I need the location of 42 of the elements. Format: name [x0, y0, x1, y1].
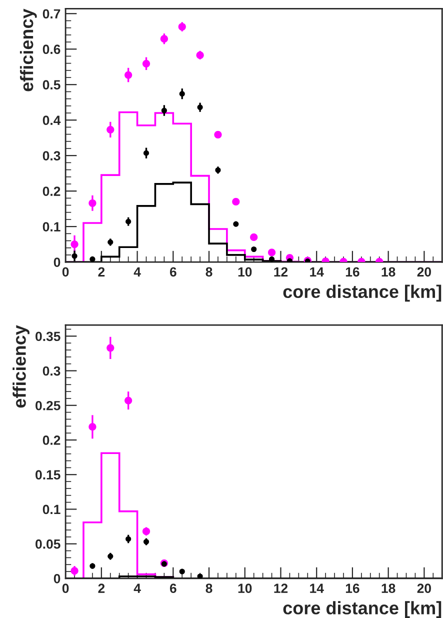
y-tick-label: 0.25 — [36, 400, 60, 410]
x-tick-label: 2 — [98, 584, 105, 593]
x-tick-label: 8 — [206, 584, 212, 593]
x-tick-label: 10 — [238, 584, 252, 593]
x-tick-label: 16 — [346, 584, 360, 593]
y-tick-label: 0.35 — [36, 332, 60, 342]
x-tick-label: 4 — [134, 267, 141, 276]
x-tick-label: 14 — [310, 584, 324, 593]
x-tick-label: 18 — [382, 584, 396, 593]
y-tick-label: 0.1 — [42, 504, 60, 514]
x-tick-label: 18 — [382, 267, 396, 277]
y-tick-label: 0.5 — [42, 80, 60, 90]
x-axis-title: core distance [km] — [283, 284, 442, 302]
y-tick-label: 0.2 — [42, 186, 60, 196]
y-tick-label: 0.7 — [42, 9, 60, 19]
x-tick-label: 6 — [170, 267, 176, 277]
x-tick-label: 20 — [417, 584, 431, 593]
y-tick-label: 0.15 — [36, 470, 60, 480]
x-tick-label: 12 — [274, 584, 288, 593]
x-tick-label: 10 — [238, 267, 252, 277]
y-tick-label: 0 — [54, 574, 60, 584]
y-tick-label: 0.3 — [42, 366, 60, 376]
y-tick-label: 0.4 — [42, 116, 61, 125]
x-tick-label: 4 — [134, 584, 141, 593]
x-tick-label: 20 — [417, 267, 431, 277]
x-tick-label: 6 — [170, 584, 176, 593]
x-tick-label: 0 — [62, 584, 69, 593]
y-tick-label: 0.1 — [42, 222, 60, 232]
x-tick-label: 8 — [206, 267, 212, 277]
x-tick-label: 14 — [310, 267, 324, 276]
y-tick-label: 0 — [54, 258, 60, 267]
x-tick-label: 12 — [274, 267, 288, 276]
x-axis-title: core distance [km] — [283, 601, 442, 618]
y-tick-label: 0.3 — [42, 151, 60, 160]
y-axis-title: efficiency — [20, 8, 37, 92]
x-tick-label: 16 — [346, 267, 360, 277]
y-tick-label: 0.6 — [42, 44, 60, 54]
x-tick-label: 2 — [98, 267, 105, 276]
y-axis-title: efficiency — [12, 325, 30, 408]
y-tick-label: 0.05 — [36, 539, 60, 549]
y-tick-label: 0.2 — [42, 436, 60, 445]
x-tick-label: 0 — [62, 267, 69, 277]
